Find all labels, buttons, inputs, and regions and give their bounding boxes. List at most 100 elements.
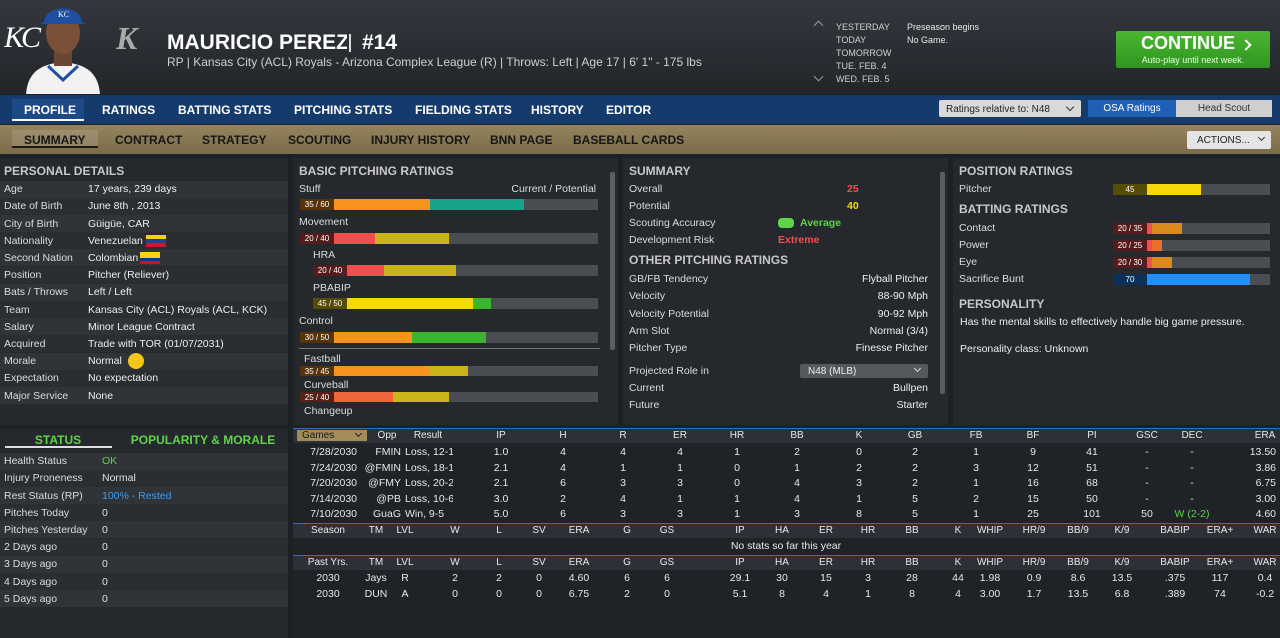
rating-value: Flyball Pitcher xyxy=(862,273,928,286)
games-header-row xyxy=(293,428,1280,443)
game-cell: 6.75 xyxy=(1255,477,1276,490)
status-label: Pitches Today xyxy=(4,506,70,519)
column-header: L xyxy=(496,556,502,568)
ratings-dropdown[interactable] xyxy=(939,100,1081,117)
game-cell: 7/20/2030 xyxy=(310,477,357,490)
subnav-tab[interactable]: SCOUTING xyxy=(288,133,352,148)
current-bar xyxy=(313,265,385,276)
status-label: Injury Proneness xyxy=(4,472,83,485)
continue-label[interactable]: CONTINUE xyxy=(1141,33,1235,54)
stat-cell: 0.9 xyxy=(1026,572,1042,585)
role-dropdown[interactable] xyxy=(800,364,928,378)
nav-tab[interactable]: PROFILE xyxy=(24,103,77,118)
column-header: HR/9 xyxy=(1022,556,1046,568)
panel-title: OTHER PITCHING RATINGS xyxy=(629,253,789,268)
subnav-tab[interactable]: CONTRACT xyxy=(115,133,183,148)
subnav-tab[interactable]: SUMMARY xyxy=(24,133,86,148)
game-cell: 1 xyxy=(677,492,683,505)
stat-cell: 0 xyxy=(664,588,670,601)
subnav-tab[interactable]: BNN PAGE xyxy=(490,133,553,148)
dropdown-label: Ratings relative to: N48 xyxy=(946,103,1050,115)
status-tab[interactable]: POPULARITY & MORALE xyxy=(130,433,276,448)
game-cell: Loss, 12-1 xyxy=(405,446,453,459)
game-cell: 101 xyxy=(1083,508,1101,521)
nav-tab[interactable]: RATINGS xyxy=(102,103,156,118)
stat-cell: 4 xyxy=(823,588,829,601)
rating-name: Eye xyxy=(959,256,978,269)
calendar-event: Preseason begins xyxy=(907,22,980,33)
status-tab[interactable]: STATUS xyxy=(34,433,82,448)
panel-summary xyxy=(623,158,948,425)
column-header: BB/9 xyxy=(1067,524,1089,536)
column-header: R xyxy=(619,429,627,441)
nav-tab[interactable]: EDITOR xyxy=(606,103,652,118)
rating-value: 90-92 Mph xyxy=(877,307,928,320)
game-cell: 1 xyxy=(734,508,740,521)
game-cell: 4 xyxy=(677,446,683,459)
bar-label: 25 / 40 xyxy=(304,392,330,402)
bar-label-box xyxy=(313,265,347,276)
game-cell: - xyxy=(1145,492,1149,505)
nav-tab[interactable]: PITCHING STATS xyxy=(294,103,393,118)
column-header: ERA xyxy=(568,524,590,536)
bar-label: 20 / 40 xyxy=(317,266,343,276)
actions-label: ACTIONS... xyxy=(1197,134,1250,146)
detail-label: City of Birth xyxy=(4,217,59,230)
detail-value: Güigüe, CAR xyxy=(88,217,150,230)
subnav-tab[interactable]: INJURY HISTORY xyxy=(371,133,471,148)
current-bar xyxy=(1113,274,1251,285)
bar-label-box xyxy=(1113,257,1147,268)
stat-cell: 4 xyxy=(955,588,961,601)
legend: Current / Potential xyxy=(511,183,596,196)
pitch-separator xyxy=(299,348,600,349)
column-header: G xyxy=(623,556,631,568)
game-cell: 1 xyxy=(856,492,862,505)
osa-toggle[interactable] xyxy=(1088,100,1176,117)
game-cell: 3 xyxy=(620,508,626,521)
continue-button[interactable] xyxy=(1116,31,1270,68)
nav-tab[interactable]: HISTORY xyxy=(531,103,584,118)
subnav-tab[interactable]: BASEBALL CARDS xyxy=(573,133,685,148)
column-header: GS xyxy=(659,556,675,568)
bar-label: 45 xyxy=(1125,185,1135,195)
bar-label: 35 / 45 xyxy=(304,366,330,376)
stat-cell: 117 xyxy=(1211,572,1229,585)
head-scout-toggle[interactable] xyxy=(1176,100,1272,117)
rating-name: Movement xyxy=(299,216,349,229)
game-cell: 6 xyxy=(560,508,566,521)
calendar-day: TOMORROW xyxy=(836,48,892,59)
status-value: Normal xyxy=(102,472,136,485)
column-header: LVL xyxy=(396,556,414,568)
toggle-label[interactable]: OSA Ratings xyxy=(1103,102,1161,114)
game-cell: 7/10/2030 xyxy=(310,508,357,521)
games-dropdown[interactable] xyxy=(297,430,367,441)
game-cell: 4.60 xyxy=(1255,508,1276,521)
game-cell: 8 xyxy=(856,508,862,521)
column-header: IP xyxy=(496,429,506,441)
nav-tab[interactable]: BATTING STATS xyxy=(178,103,272,118)
status-value: 0 xyxy=(102,592,108,605)
column-header: HA xyxy=(775,556,789,568)
current-bar xyxy=(300,392,394,402)
game-cell: 3.00 xyxy=(1255,492,1276,505)
actions-button[interactable] xyxy=(1187,131,1271,149)
game-cell: 1 xyxy=(973,477,979,490)
rating-label: GB/FB Tendency xyxy=(629,273,709,286)
calendar-event: No Game. xyxy=(907,35,949,46)
game-cell: 68 xyxy=(1086,477,1098,490)
subnav-tab[interactable]: STRATEGY xyxy=(202,133,267,148)
column-header: BABIP xyxy=(1160,524,1190,536)
stat-cell: 2 xyxy=(452,572,458,585)
rating-label: Velocity Potential xyxy=(629,307,709,320)
flag-stripe xyxy=(146,242,166,247)
bar-label-box xyxy=(300,332,334,343)
stat-cell: 0 xyxy=(536,588,542,601)
column-header: ER xyxy=(673,429,687,441)
game-cell: 5 xyxy=(912,508,918,521)
nav-tab[interactable]: FIELDING STATS xyxy=(415,103,512,118)
toggle-label[interactable]: Head Scout xyxy=(1197,102,1251,114)
game-cell: 5.0 xyxy=(493,508,509,521)
rating-label: Pitcher Type xyxy=(629,341,688,354)
game-cell: - xyxy=(1145,477,1149,490)
game-cell: 1 xyxy=(734,492,740,505)
